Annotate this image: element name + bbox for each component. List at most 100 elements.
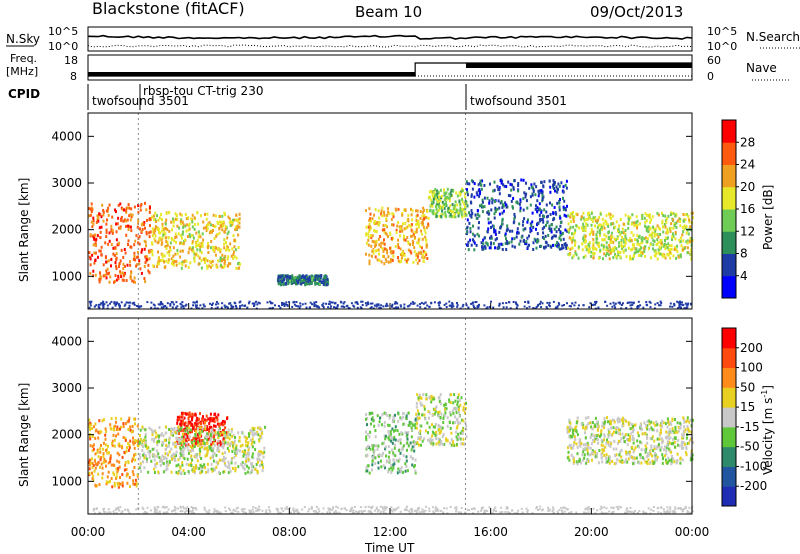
range-gate-cell xyxy=(107,213,110,217)
range-gate-cell xyxy=(463,402,466,406)
range-gate-cell xyxy=(444,203,447,207)
ground-scatter-cell xyxy=(612,301,615,304)
range-gate-cell xyxy=(163,456,166,460)
ground-scatter-cell xyxy=(637,305,640,308)
range-gate-cell xyxy=(671,211,674,215)
ground-scatter-cell xyxy=(416,304,419,307)
range-gate-cell xyxy=(181,261,184,265)
range-gate-cell xyxy=(191,241,194,245)
range-gate-cell xyxy=(621,246,623,250)
range-gate-cell xyxy=(132,479,135,483)
range-gate-cell xyxy=(566,430,569,434)
ground-scatter-cell xyxy=(556,306,559,309)
range-gate-cell xyxy=(565,186,568,190)
range-gate-cell xyxy=(166,462,169,466)
range-gate-cell xyxy=(463,442,466,446)
range-gate-cell xyxy=(679,421,682,425)
range-gate-cell xyxy=(635,215,638,219)
range-gate-cell xyxy=(440,412,443,416)
range-gate-cell xyxy=(160,238,163,242)
range-tick-label: 3000 xyxy=(51,176,82,190)
range-gate-cell xyxy=(602,238,605,242)
range-gate-cell xyxy=(200,259,203,262)
range-gate-cell xyxy=(407,240,410,244)
range-gate-cell xyxy=(647,230,650,234)
range-gate-cell xyxy=(162,470,165,474)
range-gate-cell xyxy=(448,208,451,212)
ground-scatter-cell xyxy=(269,307,272,310)
range-gate-cell xyxy=(416,261,419,265)
range-gate-cell xyxy=(639,251,642,255)
range-gate-cell xyxy=(534,193,537,197)
range-gate-cell xyxy=(675,213,678,217)
ground-scatter-cell xyxy=(527,300,530,303)
range-gate-cell xyxy=(152,214,155,218)
range-gate-cell xyxy=(244,436,247,440)
ground-scatter-cell xyxy=(566,302,568,305)
range-gate-cell xyxy=(489,246,492,250)
range-gate-cell xyxy=(688,420,691,424)
cpid-segment-3: twofsound 3501 xyxy=(470,94,567,108)
range-gate-cell xyxy=(386,225,389,229)
range-gate-cell xyxy=(161,253,164,257)
range-gate-cell xyxy=(148,257,151,261)
range-gate-cell xyxy=(670,458,673,462)
range-gate-cell xyxy=(311,274,314,278)
range-gate-cell xyxy=(188,463,190,467)
range-gate-cell xyxy=(195,455,198,459)
range-gate-cell xyxy=(198,448,201,451)
range-gate-cell xyxy=(205,470,208,474)
range-gate-cell xyxy=(557,245,560,249)
range-gate-cell xyxy=(597,461,600,465)
range-gate-cell xyxy=(635,456,638,460)
range-gate-cell xyxy=(201,442,204,445)
ground-scatter-cell xyxy=(346,304,349,307)
range-gate-cell xyxy=(180,453,183,457)
range-gate-cell xyxy=(394,413,396,417)
range-gate-cell xyxy=(549,212,552,216)
range-gate-cell xyxy=(188,232,191,236)
ground-scatter-cell xyxy=(335,306,337,309)
range-gate-cell xyxy=(105,222,108,226)
range-gate-cell xyxy=(262,465,265,469)
range-gate-cell xyxy=(674,231,677,234)
range-gate-cell xyxy=(145,255,148,259)
range-gate-cell xyxy=(165,236,167,240)
range-gate-cell xyxy=(427,438,429,442)
range-gate-cell xyxy=(420,221,423,225)
range-gate-cell xyxy=(390,250,393,253)
range-gate-cell xyxy=(533,237,536,241)
range-gate-cell xyxy=(538,202,541,206)
range-gate-cell xyxy=(237,218,240,222)
range-gate-cell xyxy=(506,228,509,232)
range-gate-cell xyxy=(691,418,694,422)
range-gate-cell xyxy=(238,449,241,453)
range-gate-cell xyxy=(116,425,119,429)
range-gate-cell xyxy=(418,443,420,447)
range-gate-cell xyxy=(281,280,284,284)
range-gate-cell xyxy=(105,276,108,280)
range-gate-cell xyxy=(607,223,610,227)
range-gate-cell xyxy=(531,211,534,215)
range-gate-cell xyxy=(172,246,175,250)
range-gate-cell xyxy=(170,220,173,224)
range-gate-cell xyxy=(558,236,561,240)
range-gate-cell xyxy=(181,232,184,236)
range-gate-cell xyxy=(196,433,199,437)
range-gate-cell xyxy=(257,453,260,457)
range-gate-cell xyxy=(130,229,133,233)
range-gate-cell xyxy=(596,455,598,459)
range-gate-cell xyxy=(609,241,612,244)
range-gate-cell xyxy=(494,246,496,250)
range-gate-cell xyxy=(442,203,445,207)
range-gate-cell xyxy=(461,207,464,211)
range-gate-cell xyxy=(209,446,212,450)
range-gate-cell xyxy=(388,212,391,216)
range-gate-cell xyxy=(652,449,654,452)
range-gate-cell xyxy=(441,209,444,213)
range-gate-cell xyxy=(176,248,179,252)
range-gate-cell xyxy=(547,243,550,247)
range-gate-cell xyxy=(541,194,544,198)
range-gate-cell xyxy=(422,222,424,226)
